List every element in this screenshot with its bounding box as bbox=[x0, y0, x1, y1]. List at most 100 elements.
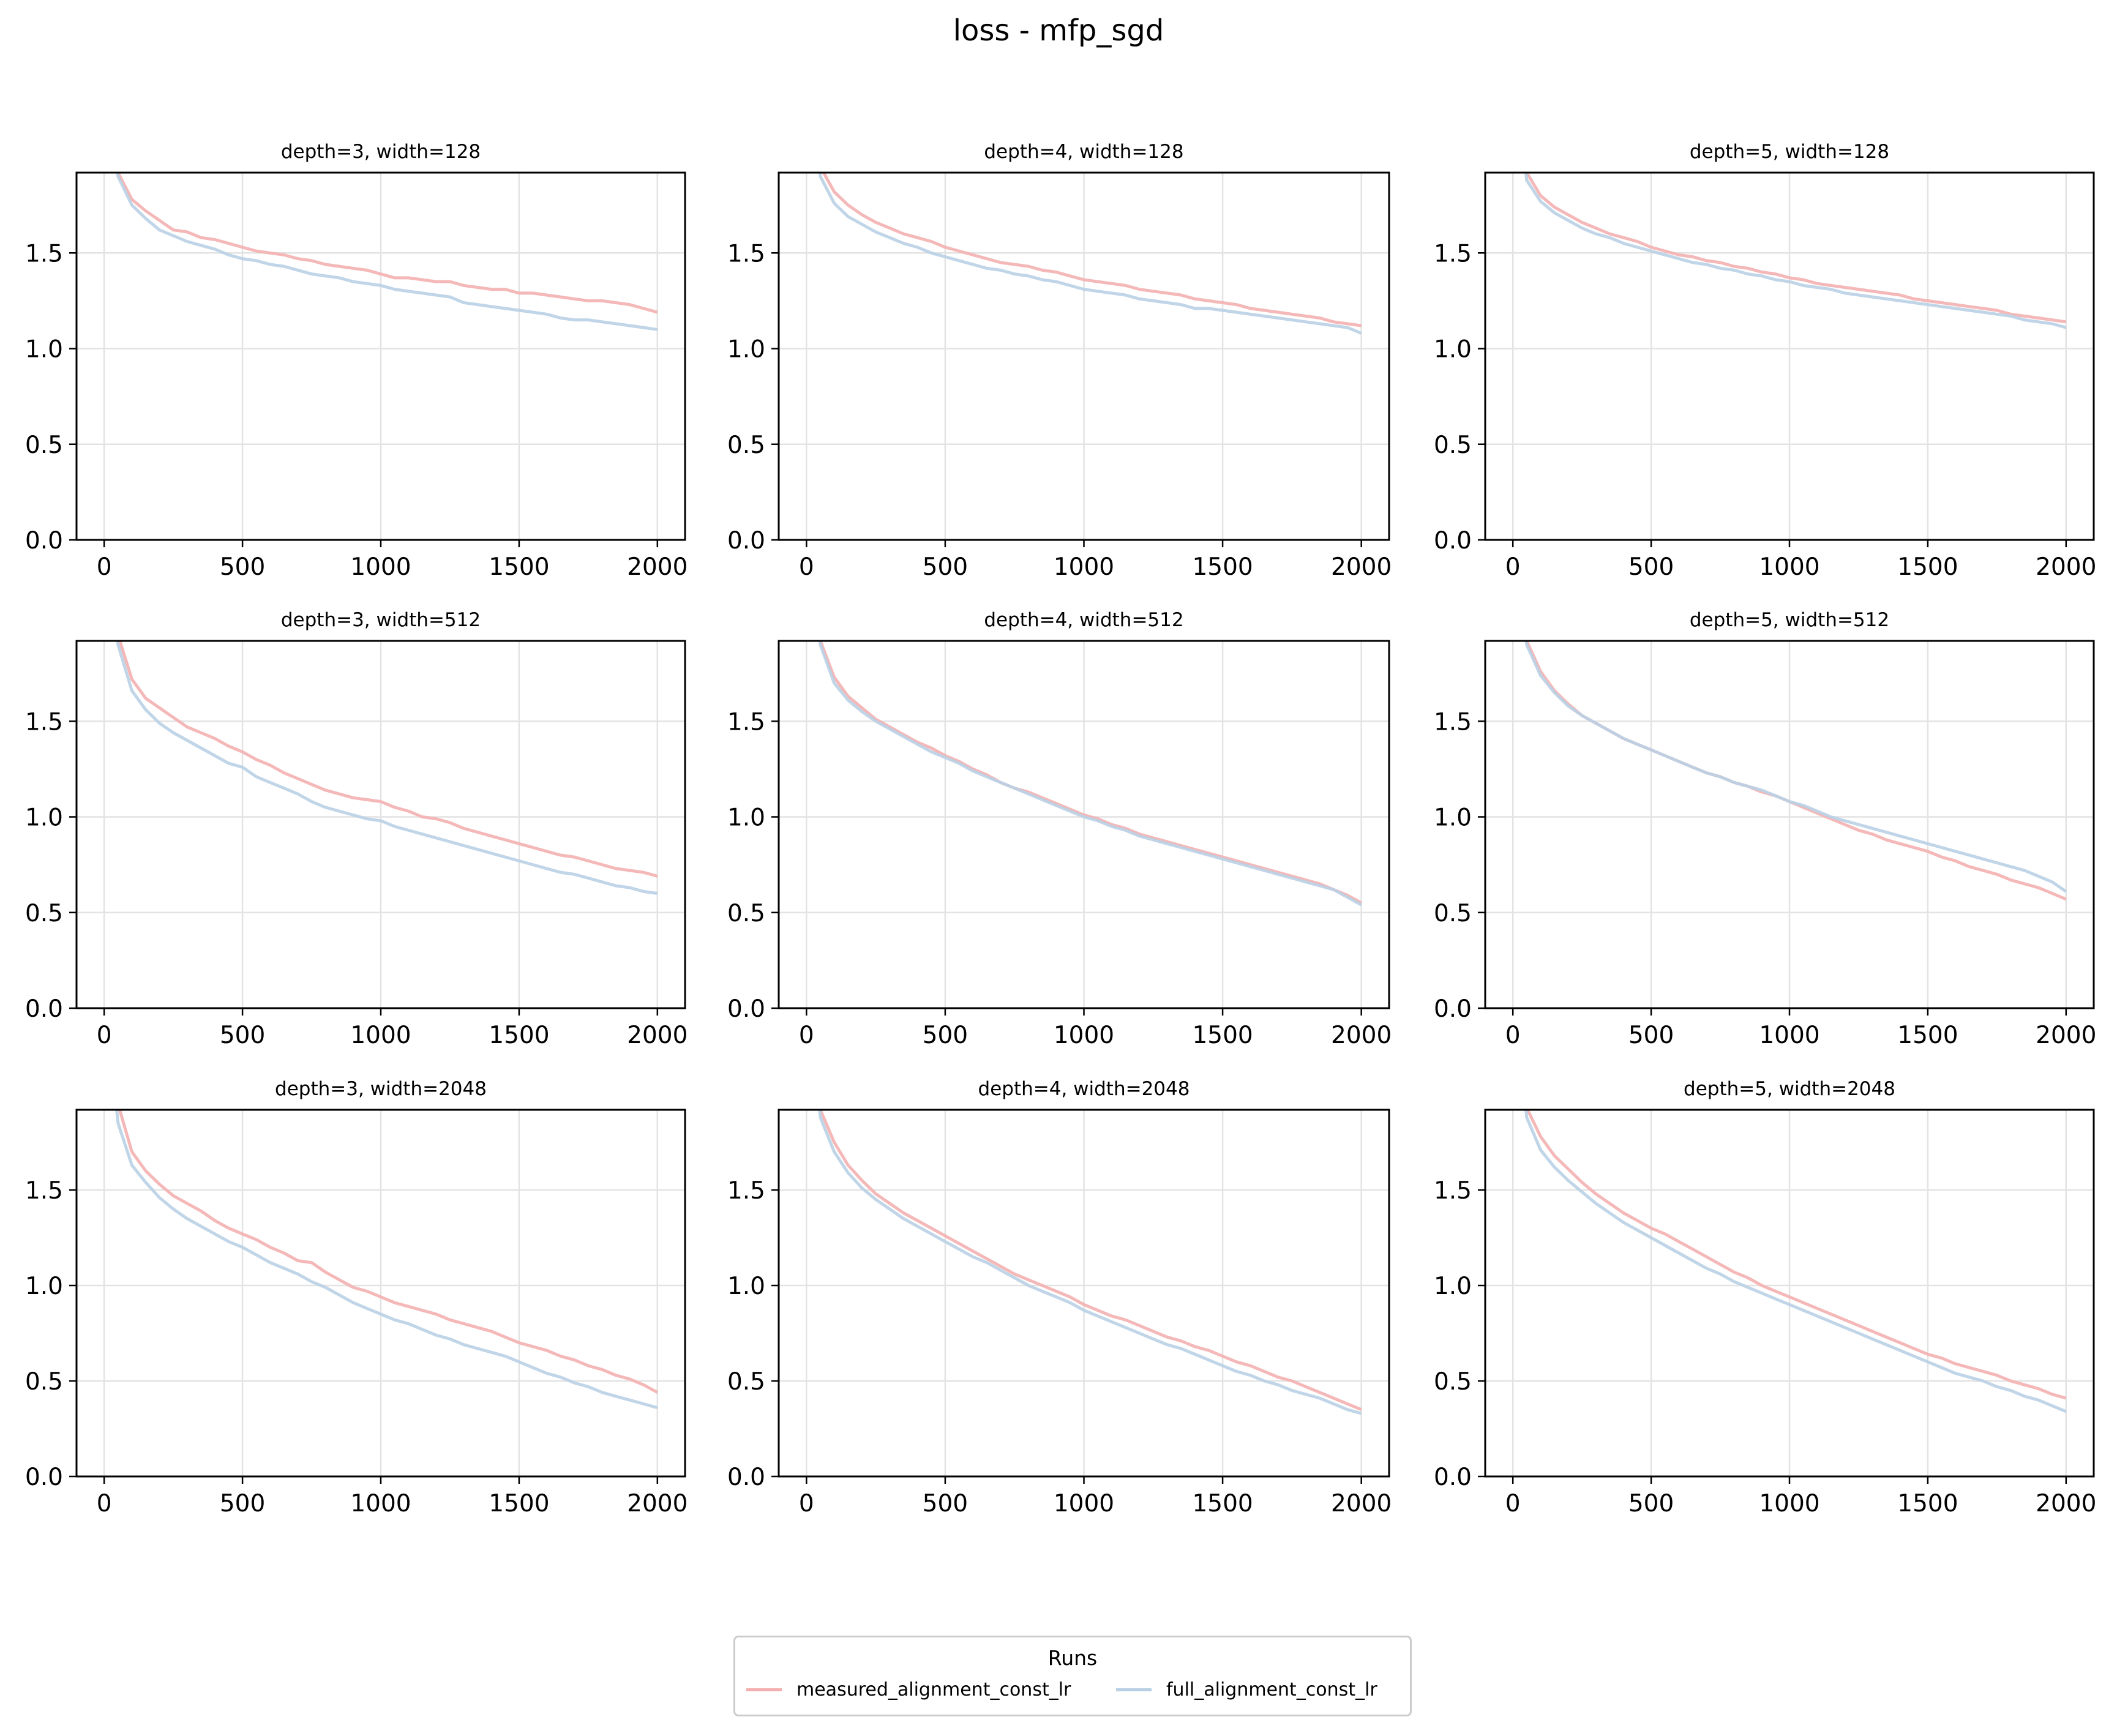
y-tick-label: 1.5 bbox=[25, 708, 63, 736]
legend-title: Runs bbox=[1047, 1646, 1098, 1670]
series-line-full bbox=[1524, 1110, 2067, 1413]
subplot-title: depth=3, width=2048 bbox=[275, 1078, 487, 1100]
x-tick-label: 0 bbox=[97, 1022, 112, 1049]
subplot: depth=5, width=512 0 500 1000 1500 2000 0.0 0.5… bbox=[1434, 609, 2096, 1049]
subplot-title: depth=4, width=2048 bbox=[978, 1078, 1190, 1100]
subplot: depth=4, width=128 0 500 1000 1500 2000 0.0 0.5… bbox=[727, 141, 1392, 581]
legend-item-measured: measured_alignment_const_lr bbox=[746, 1679, 1071, 1700]
subplot-title: depth=3, width=128 bbox=[281, 141, 481, 163]
x-tick-label: 0 bbox=[799, 1022, 814, 1049]
y-tick-label: 0.0 bbox=[727, 1464, 765, 1491]
legend-item-full: full_alignment_const_lr bbox=[1116, 1679, 1377, 1700]
y-tick-label: 0.0 bbox=[25, 1464, 63, 1491]
y-tick-label: 1.5 bbox=[25, 240, 63, 268]
x-tick-label: 1500 bbox=[489, 553, 549, 581]
axes-frame bbox=[1484, 1109, 2095, 1478]
series-group bbox=[818, 641, 1362, 907]
axes-frame bbox=[777, 171, 1390, 541]
x-tick-label: 1000 bbox=[350, 1490, 411, 1517]
x-tick-label: 500 bbox=[1628, 1490, 1674, 1517]
x-tick-label: 500 bbox=[923, 553, 968, 581]
figure-title: loss - mfp_sgd bbox=[953, 13, 1164, 48]
y-tick-label: 1.0 bbox=[727, 804, 765, 832]
y-tick-label: 1.0 bbox=[25, 804, 63, 832]
series-group bbox=[1524, 173, 2067, 329]
y-tick-label: 1.0 bbox=[1434, 1273, 1472, 1300]
x-tick-label: 500 bbox=[1628, 553, 1674, 581]
axes-frame bbox=[777, 1109, 1390, 1478]
axes-frame bbox=[777, 640, 1390, 1009]
y-tick-label: 0.5 bbox=[1434, 432, 1472, 459]
x-tick-label: 2000 bbox=[2036, 1490, 2096, 1517]
series-line-full bbox=[1524, 641, 2067, 893]
y-tick-label: 0.0 bbox=[727, 527, 765, 555]
subplot: depth=3, width=128 0 500 1000 1500 2000 0.0 0.5… bbox=[25, 141, 688, 581]
x-tick-label: 1000 bbox=[1054, 553, 1114, 581]
series-group bbox=[116, 641, 658, 895]
series-line-measured bbox=[118, 641, 658, 878]
subplot: depth=4, width=2048 0 500 1000 1500 2000 0.0 0.… bbox=[727, 1078, 1392, 1517]
x-tick-label: 0 bbox=[1505, 1490, 1521, 1517]
x-tick-label: 500 bbox=[220, 1022, 265, 1049]
y-tick-label: 0.0 bbox=[1434, 527, 1472, 555]
y-tick-label: 1.5 bbox=[727, 1177, 765, 1205]
subplot-title: depth=5, width=512 bbox=[1690, 609, 1889, 631]
x-tick-label: 2000 bbox=[1331, 1490, 1392, 1517]
subplot: depth=5, width=2048 0 500 1000 1500 2000 0.0 0.… bbox=[1434, 1078, 2096, 1517]
series-line-full bbox=[115, 1110, 658, 1410]
subplot: depth=5, width=128 0 500 1000 1500 2000 0.0 0.5… bbox=[1434, 141, 2096, 581]
axes-frame bbox=[75, 640, 686, 1009]
y-tick-label: 1.5 bbox=[727, 240, 765, 268]
y-tick-label: 1.0 bbox=[727, 1273, 765, 1300]
x-tick-label: 1000 bbox=[1759, 553, 1819, 581]
x-tick-label: 1500 bbox=[489, 1490, 549, 1517]
x-tick-label: 1500 bbox=[1192, 1022, 1253, 1049]
x-tick-label: 0 bbox=[1505, 553, 1521, 581]
series-group bbox=[818, 1110, 1362, 1415]
axes-frame bbox=[75, 1109, 686, 1478]
y-tick-label: 1.0 bbox=[25, 336, 63, 364]
series-line-measured bbox=[822, 173, 1362, 327]
x-tick-label: 1500 bbox=[1897, 1022, 1958, 1049]
x-tick-label: 500 bbox=[220, 1490, 265, 1517]
y-tick-label: 0.5 bbox=[25, 432, 63, 459]
series-line-measured bbox=[819, 641, 1362, 905]
x-tick-label: 500 bbox=[923, 1490, 968, 1517]
y-tick-label: 1.0 bbox=[1434, 336, 1472, 364]
x-tick-label: 0 bbox=[799, 1490, 814, 1517]
x-tick-label: 1500 bbox=[1897, 553, 1958, 581]
x-tick-label: 0 bbox=[799, 553, 814, 581]
subplot-title: depth=5, width=2048 bbox=[1684, 1078, 1895, 1100]
subplot: depth=3, width=2048 0 500 1000 1500 2000 0.0 0.… bbox=[25, 1078, 688, 1517]
x-tick-label: 2000 bbox=[627, 553, 688, 581]
axes-frame bbox=[1484, 171, 2095, 541]
series-group bbox=[116, 173, 658, 331]
subplot: depth=3, width=512 0 500 1000 1500 2000 0.0 0.5… bbox=[25, 609, 688, 1049]
series-line-measured bbox=[116, 173, 658, 314]
subplot: depth=4, width=512 0 500 1000 1500 2000 0.0 0.5… bbox=[727, 609, 1392, 1049]
x-tick-label: 500 bbox=[220, 553, 265, 581]
x-tick-label: 1500 bbox=[1192, 1490, 1253, 1517]
series-line-full bbox=[116, 641, 658, 895]
x-tick-label: 1000 bbox=[1759, 1490, 1819, 1517]
y-tick-label: 0.5 bbox=[727, 900, 765, 927]
x-tick-label: 2000 bbox=[627, 1022, 688, 1049]
y-tick-label: 1.5 bbox=[1434, 1177, 1472, 1205]
series-group bbox=[115, 1110, 659, 1410]
y-tick-label: 1.0 bbox=[727, 336, 765, 364]
x-tick-label: 0 bbox=[1505, 1022, 1521, 1049]
y-tick-label: 1.5 bbox=[1434, 708, 1472, 736]
y-tick-label: 0.0 bbox=[727, 995, 765, 1023]
y-tick-label: 0.5 bbox=[1434, 1368, 1472, 1396]
y-tick-label: 1.0 bbox=[1434, 804, 1472, 832]
x-tick-label: 500 bbox=[923, 1022, 968, 1049]
x-tick-label: 2000 bbox=[1331, 553, 1392, 581]
series-line-full bbox=[116, 173, 658, 331]
series-group bbox=[1524, 641, 2067, 901]
x-tick-label: 1000 bbox=[1054, 1490, 1114, 1517]
x-tick-label: 500 bbox=[1628, 1022, 1674, 1049]
y-tick-label: 0.5 bbox=[1434, 900, 1472, 927]
x-tick-label: 2000 bbox=[1331, 1022, 1392, 1049]
series-line-full bbox=[818, 641, 1362, 907]
